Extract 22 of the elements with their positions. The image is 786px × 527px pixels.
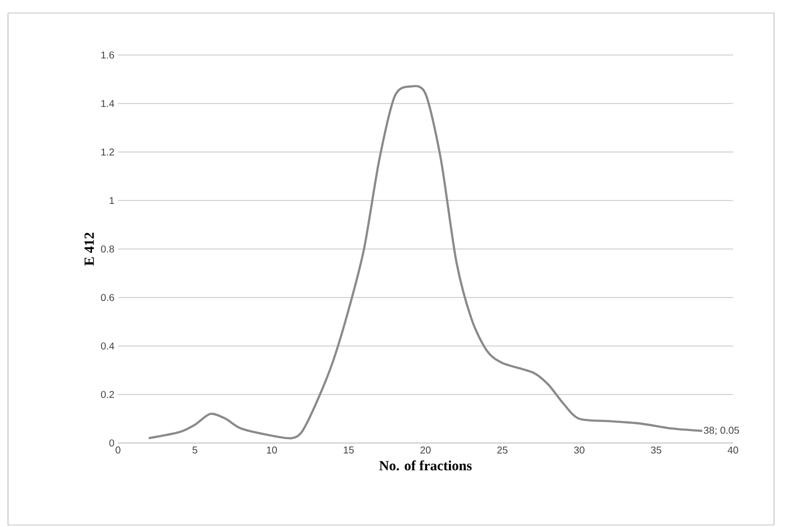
y-tick-label: 0.2 — [101, 390, 114, 398]
x-axis-title: No. of fractions — [379, 460, 472, 470]
x-tick-label: 0 — [116, 446, 120, 454]
x-tick-label: 30 — [574, 446, 584, 454]
y-axis-title: E 412 — [84, 232, 94, 266]
annotation: 38; 0.05 — [704, 426, 740, 435]
y-tick-label: 0 — [109, 439, 114, 447]
x-tick-label: 20 — [420, 446, 431, 454]
x-tick-label: 40 — [728, 446, 738, 454]
y-tick-label: 0.8 — [101, 245, 114, 253]
x-tick-label: 5 — [192, 446, 198, 454]
y-tick-label: 0.6 — [101, 294, 114, 302]
y-tick-label: 1.4 — [101, 100, 114, 107]
x-tick-label: 10 — [266, 446, 277, 454]
y-tick-label: 0.4 — [101, 342, 114, 350]
y-tick-label: 1.2 — [101, 148, 114, 156]
x-tick-label: 15 — [344, 446, 354, 454]
x-tick-label: 25 — [497, 446, 508, 454]
y-tick-label: 1 — [110, 197, 114, 204]
line-series — [148, 85, 704, 440]
y-tick-label: 1.6 — [101, 51, 114, 59]
x-tick-label: 35 — [650, 446, 662, 454]
